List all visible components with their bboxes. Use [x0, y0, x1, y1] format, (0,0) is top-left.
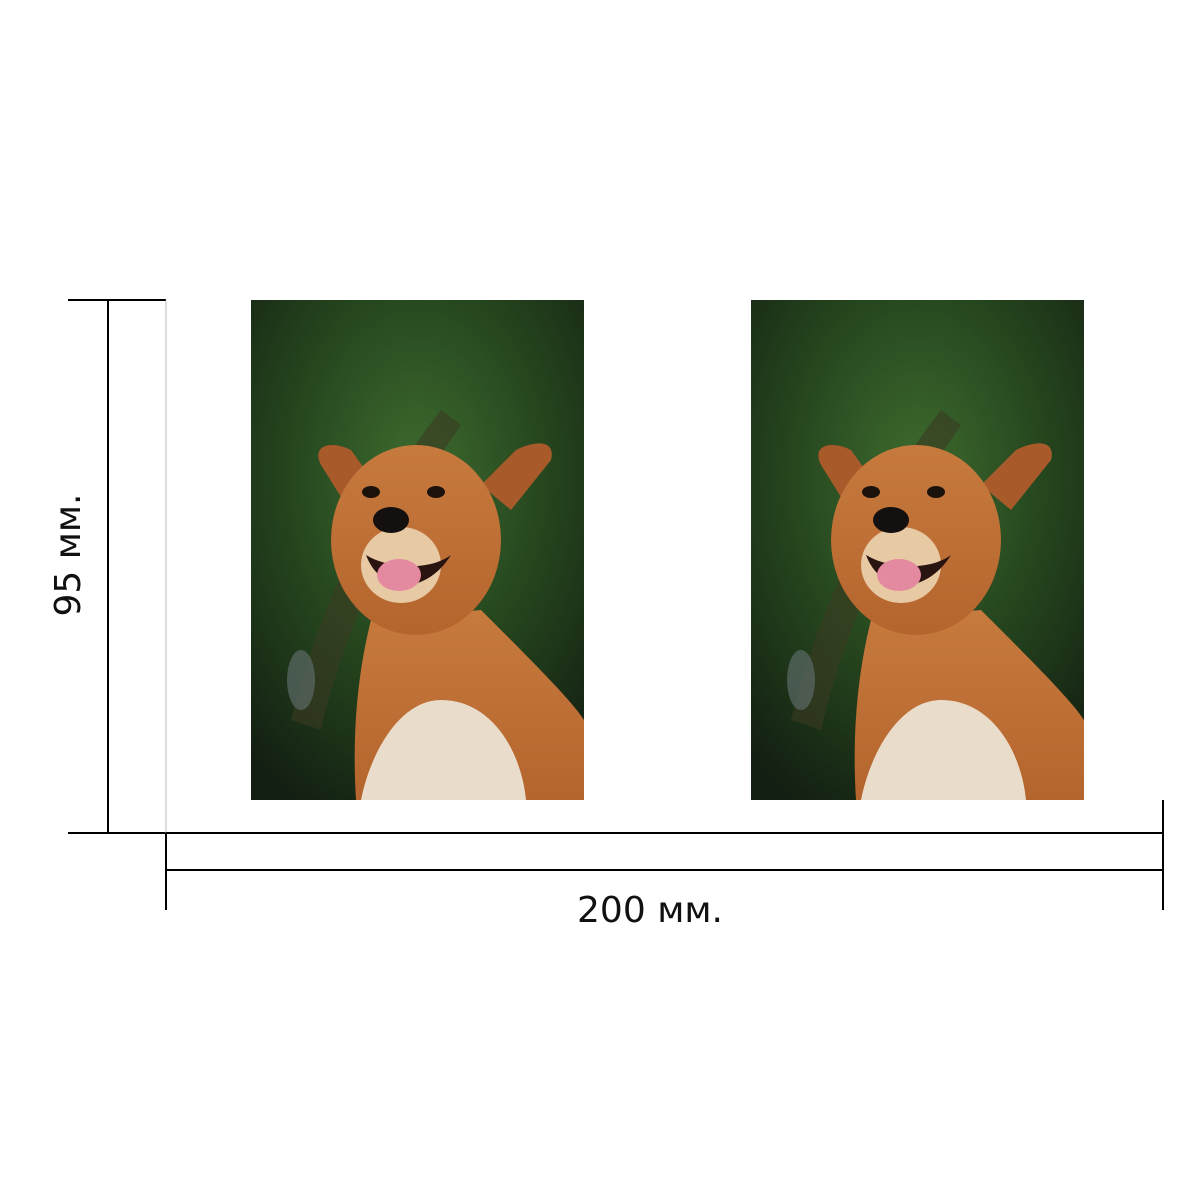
height-label: 95 мм. — [48, 493, 89, 616]
photo — [251, 300, 584, 800]
width-label: 200 мм. — [577, 890, 723, 931]
photo — [751, 300, 1084, 800]
